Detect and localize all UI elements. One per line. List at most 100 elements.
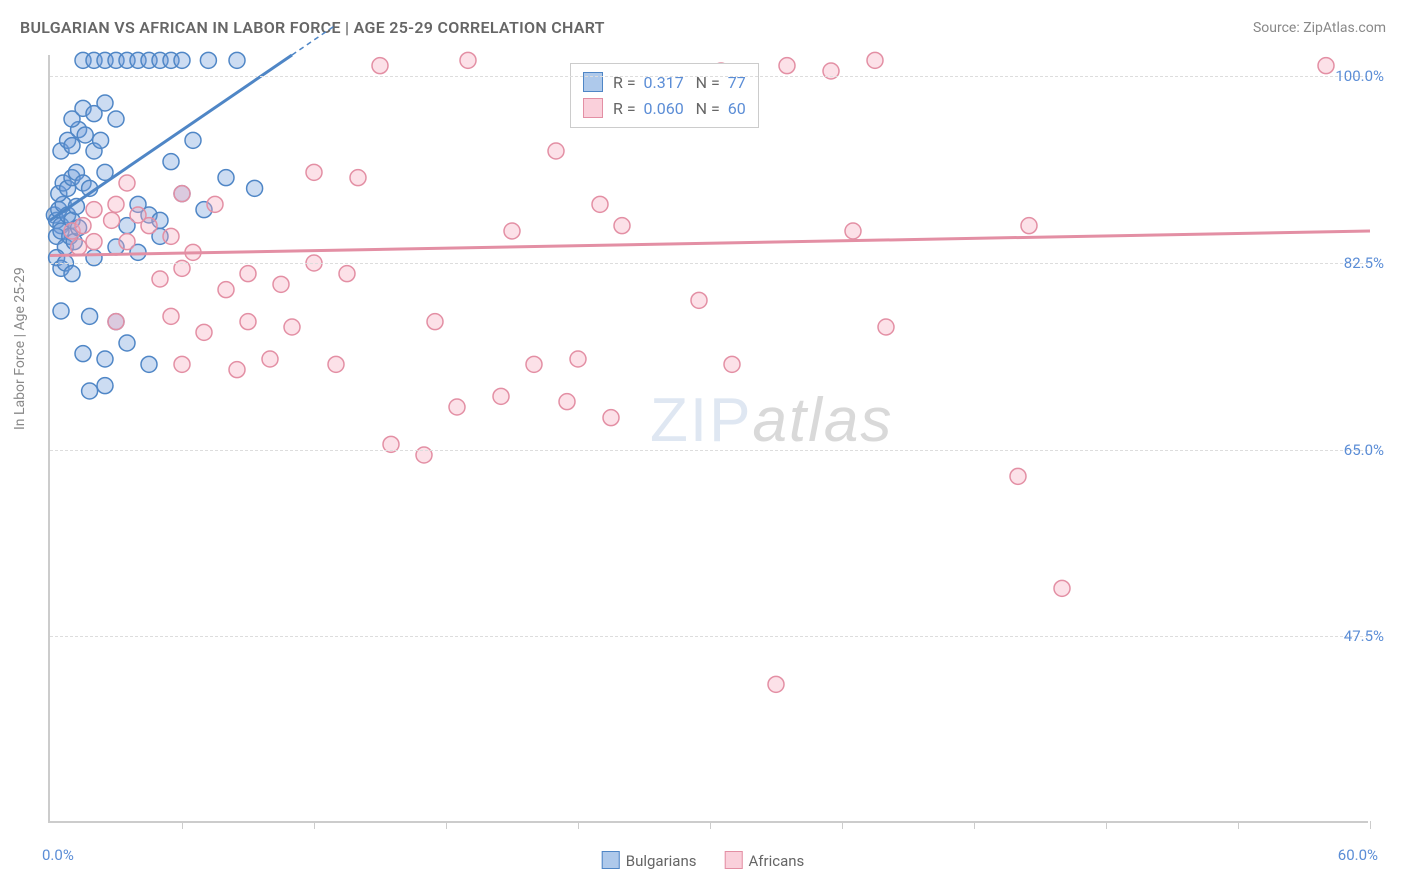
legend-box-row: R = 0.317 N = 77 [583,70,746,96]
gridline [50,636,1368,637]
data-point [130,207,146,223]
y-axis-label: In Labor Force | Age 25-29 [12,267,28,430]
data-point [97,351,113,367]
legend-swatch [583,98,603,118]
data-point [867,52,883,68]
plot-svg [50,55,1368,821]
data-point [108,196,124,212]
data-point [64,138,80,154]
data-point [427,314,443,330]
gridline [50,450,1368,451]
data-point [614,218,630,234]
data-point [218,282,234,298]
data-point [77,127,93,143]
data-point [306,164,322,180]
x-axis-max-label: 60.0% [1338,846,1378,864]
data-point [559,394,575,410]
data-point [570,351,586,367]
data-point [93,132,109,148]
series-legend: Bulgarians Africans [602,851,805,870]
trend-line [50,231,1370,256]
data-point [229,52,245,68]
data-point [82,383,98,399]
data-point [108,111,124,127]
data-point [284,319,300,335]
data-point [174,356,190,372]
x-tick [182,821,183,829]
legend-swatch [602,851,620,869]
data-point [768,676,784,692]
x-tick [578,821,579,829]
data-point [592,196,608,212]
data-point [97,95,113,111]
data-point [141,356,157,372]
source-attribution: Source: ZipAtlas.com [1253,20,1386,36]
x-tick [974,821,975,829]
r-value: 0.060 [644,99,684,118]
x-tick [1238,821,1239,829]
data-point [372,58,388,74]
data-point [104,212,120,228]
data-point [273,276,289,292]
data-point [163,228,179,244]
data-point [229,362,245,378]
data-point [262,351,278,367]
y-tick-label: 65.0% [1344,441,1384,459]
data-point [493,388,509,404]
data-point [1054,580,1070,596]
data-point [504,223,520,239]
data-point [548,143,564,159]
data-point [350,170,366,186]
data-point [119,335,135,351]
x-tick [1370,821,1371,829]
data-point [152,271,168,287]
x-tick [446,821,447,829]
data-point [119,234,135,250]
x-axis-min-label: 0.0% [42,846,74,864]
legend-item: Africans [724,851,804,870]
data-point [82,308,98,324]
legend-label: Africans [748,852,804,870]
data-point [1010,468,1026,484]
source-label: Source: [1253,20,1300,36]
data-point [196,324,212,340]
data-point [449,399,465,415]
data-point [86,202,102,218]
legend-swatch [583,72,603,92]
n-value: 60 [728,99,746,118]
chart-title: BULGARIAN VS AFRICAN IN LABOR FORCE | AG… [20,18,605,37]
gridline [50,263,1368,264]
data-point [240,314,256,330]
data-point [1318,58,1334,74]
y-tick-label: 47.5% [1344,627,1384,645]
gridline [50,76,1368,77]
data-point [108,314,124,330]
data-point [207,196,223,212]
data-point [328,356,344,372]
data-point [603,410,619,426]
legend-box-row: R = 0.060 N = 60 [583,96,746,122]
data-point [75,346,91,362]
data-point [200,52,216,68]
data-point [75,218,91,234]
data-point [97,378,113,394]
data-point [71,239,87,255]
data-point [779,58,795,74]
data-point [64,266,80,282]
legend-swatch [724,851,742,869]
x-tick [1106,821,1107,829]
x-tick [842,821,843,829]
data-point [460,52,476,68]
chart-container: BULGARIAN VS AFRICAN IN LABOR FORCE | AG… [0,0,1406,892]
data-point [53,303,69,319]
data-point [174,186,190,202]
data-point [218,170,234,186]
data-point [724,356,740,372]
legend-label: Bulgarians [626,852,697,870]
data-point [185,132,201,148]
data-point [339,266,355,282]
data-point [163,154,179,170]
data-point [240,266,256,282]
data-point [174,52,190,68]
data-point [247,180,263,196]
